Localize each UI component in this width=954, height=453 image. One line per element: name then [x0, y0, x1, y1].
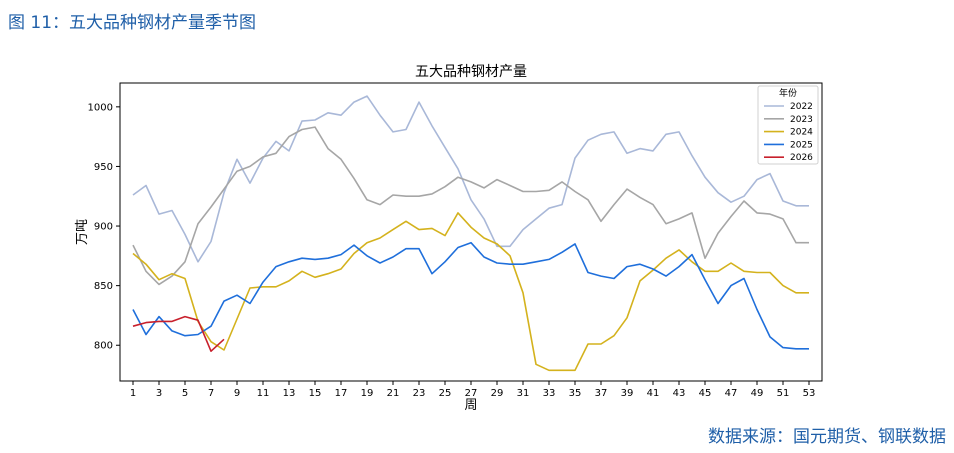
- x-tick-label: 35: [569, 388, 582, 399]
- y-tick-label: 1000: [88, 102, 113, 113]
- x-tick-label: 9: [234, 388, 240, 399]
- legend-label-2023: 2023: [790, 115, 813, 125]
- series-line-2023: [132, 126, 809, 286]
- x-tick-label: 53: [803, 388, 816, 399]
- x-tick-label: 17: [335, 388, 348, 399]
- x-tick-label: 27: [465, 388, 478, 399]
- legend-label-2025: 2025: [790, 140, 813, 150]
- x-tick-label: 41: [647, 388, 660, 399]
- y-tick-label: 800: [94, 341, 113, 352]
- x-tick-label: 7: [208, 388, 214, 399]
- series-line-2022: [132, 95, 809, 263]
- x-tick-label: 15: [309, 388, 322, 399]
- x-tick-label: 1: [130, 388, 136, 399]
- legend-label-2026: 2026: [790, 153, 813, 163]
- series-lines: [132, 95, 809, 372]
- x-axis-title: 周: [464, 398, 477, 413]
- legend: 年份 2022 2023 2024 2025 2026: [757, 85, 819, 165]
- series-line-2024: [132, 212, 809, 372]
- x-tick-label: 31: [517, 388, 530, 399]
- legend-label-2022: 2022: [790, 102, 813, 112]
- data-source-note: 数据来源：国元期货、钢联数据: [708, 427, 946, 447]
- x-tick-label: 43: [673, 388, 686, 399]
- x-tick-label: 11: [257, 388, 270, 399]
- x-tick-label: 3: [156, 388, 162, 399]
- series-line-2025: [132, 241, 809, 350]
- x-axis: 1 3 5 7 9 11 13 15 17 19 21 23 25 27 29 31 33 35 37 39 41 43 4…: [130, 381, 816, 399]
- x-tick-label: 51: [777, 388, 790, 399]
- x-tick-label: 49: [751, 388, 764, 399]
- x-tick-label: 19: [361, 388, 374, 399]
- figure-caption: 图 11：五大品种钢材产量季节图: [8, 13, 257, 33]
- x-tick-label: 45: [699, 388, 712, 399]
- y-tick-label: 950: [94, 162, 113, 173]
- series-line-2026: [132, 315, 225, 353]
- x-tick-label: 33: [543, 388, 556, 399]
- x-tick-label: 5: [182, 388, 188, 399]
- x-tick-label: 37: [595, 388, 608, 399]
- x-tick-label: 39: [621, 388, 634, 399]
- y-tick-label: 900: [94, 222, 113, 233]
- plot-frame: [119, 82, 823, 382]
- chart-title: 五大品种钢材产量: [415, 64, 527, 80]
- x-tick-label: 47: [725, 388, 738, 399]
- x-tick-label: 29: [491, 388, 504, 399]
- y-axis: 800 850 900 950 1000: [88, 102, 120, 352]
- y-axis-title: 万吨: [75, 219, 90, 245]
- legend-title: 年份: [779, 87, 797, 99]
- x-tick-label: 25: [439, 388, 452, 399]
- x-tick-label: 23: [413, 388, 426, 399]
- x-tick-label: 21: [387, 388, 400, 399]
- y-tick-label: 850: [94, 281, 113, 292]
- x-tick-label: 13: [283, 388, 296, 399]
- legend-label-2024: 2024: [790, 128, 813, 138]
